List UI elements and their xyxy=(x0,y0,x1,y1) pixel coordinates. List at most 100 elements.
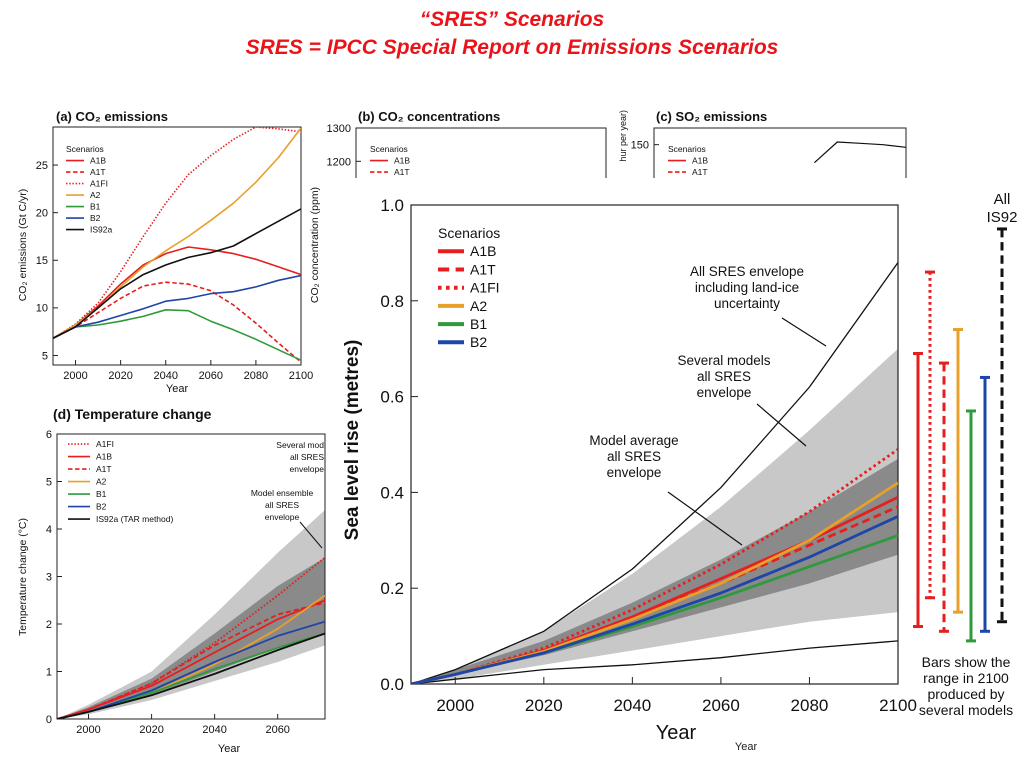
legend-label-b2: B2 xyxy=(470,334,487,350)
x-tick-label: 2080 xyxy=(791,696,829,715)
y-tick-label: 1200 xyxy=(327,156,351,168)
y-tick-label: 0.4 xyxy=(380,483,404,502)
series-line-a1t xyxy=(53,281,301,363)
y-tick-label: 0.2 xyxy=(380,579,404,598)
annotation-several-models: envelope xyxy=(289,464,324,474)
envelope-outer xyxy=(57,510,325,719)
slide-title: “SRES” Scenarios SRES = IPCC Special Rep… xyxy=(0,6,1024,62)
y-tick-label: 25 xyxy=(36,160,48,172)
panel-title: (c) SO₂ emissions xyxy=(656,109,767,124)
legend-label-a2: A2 xyxy=(470,298,487,314)
sea-level-panel-bg xyxy=(326,178,1024,768)
x-tick-label: 2000 xyxy=(76,724,100,736)
legend-label-a1b: A1B xyxy=(470,243,496,259)
legend-label-b2: B2 xyxy=(96,502,107,512)
legend-title: Scenarios xyxy=(370,144,408,154)
y-tick-label: 1300 xyxy=(327,123,351,135)
range-note: range in 2100 xyxy=(923,670,1009,686)
y-tick-label: 150 xyxy=(631,140,649,152)
annotation-all-sres: including land-ice xyxy=(695,280,799,295)
annotation-all-sres: uncertainty xyxy=(714,296,780,311)
y-tick-label: 5 xyxy=(42,350,48,362)
x-axis-label: Year xyxy=(656,722,697,744)
legend-label-b1: B1 xyxy=(90,202,101,212)
envelope-inner xyxy=(411,458,898,684)
y-axis-label: CO₂ emissions (Gt C/yr) xyxy=(17,189,29,302)
series-line-b1 xyxy=(53,309,301,361)
legend-label-a1fi: A1FI xyxy=(90,179,108,189)
annotation-model-average: envelope xyxy=(607,465,662,480)
range-note: several models xyxy=(919,702,1013,718)
legend-title: Scenarios xyxy=(438,225,500,241)
title-line-1: “SRES” Scenarios xyxy=(419,8,605,31)
y-tick-label: 4 xyxy=(46,524,52,536)
y-axis-label: Sea level rise (metres) xyxy=(342,340,363,541)
plot-frame xyxy=(653,127,907,178)
panel-title: (a) CO₂ emissions xyxy=(56,109,168,124)
plot-frame xyxy=(355,127,607,178)
legend-label-a1b: A1B xyxy=(692,156,708,166)
x-tick-label: 2000 xyxy=(436,696,474,715)
y-axis-label-fragment: hur per year) xyxy=(618,110,628,162)
x-tick-label: 2080 xyxy=(244,370,268,382)
annotation-several-models: all SRES xyxy=(290,452,324,462)
range-note: Bars show the xyxy=(922,654,1011,670)
legend-label-a1t: A1T xyxy=(90,167,106,177)
panel-sea-level-rise: 2000 2020 2040 2060 2080 2100 0.0 0.2 0.4 0.6 0.8 1… xyxy=(326,178,1024,768)
legend-label-is92a: IS92a (TAR method) xyxy=(96,514,173,524)
y-axis-label: CO₂ concentration (ppm) xyxy=(309,187,321,303)
legend-label-a1b: A1B xyxy=(96,452,112,462)
annotation-model-ensemble: all SRES xyxy=(265,500,299,510)
y-tick-label: 0.6 xyxy=(380,388,404,407)
x-tick-label: 2020 xyxy=(139,724,163,736)
annotation-several-models: Several models xyxy=(677,353,770,368)
annotation-arrow-model-average xyxy=(667,491,743,546)
panel-title: (d) Temperature change xyxy=(53,406,212,422)
panel-temperature-change: 2000 2020 2040 2060 0 1 2 3 4 5 6(d) Temperature c… xyxy=(17,406,326,755)
series-line-a1t xyxy=(411,505,898,684)
annotation-arrow xyxy=(299,521,323,549)
legend-label-a1t: A1T xyxy=(394,167,410,177)
x-tick-label: 2000 xyxy=(63,370,87,382)
legend-label-a1b: A1B xyxy=(90,156,106,166)
y-tick-label: 0.0 xyxy=(380,675,404,694)
legend-label-a2: A2 xyxy=(90,190,101,200)
legend-label-b1: B1 xyxy=(470,316,487,332)
y-tick-label: 6 xyxy=(46,429,52,441)
plot-frame xyxy=(410,204,899,685)
annotation-arrow-several-models xyxy=(756,403,807,447)
series-line-is92a xyxy=(53,208,301,340)
legend-title: Scenarios xyxy=(66,144,104,154)
title-line-2: SRES = IPCC Special Report on Emissions … xyxy=(245,36,779,59)
legend-label-is92a: IS92a xyxy=(90,225,112,235)
x-tick-label: 2040 xyxy=(153,370,177,382)
legend-label-a2: A2 xyxy=(96,477,107,487)
all-is92-label: IS92 xyxy=(987,209,1018,226)
legend-label-b2: B2 xyxy=(90,213,101,223)
series-line-is92a xyxy=(813,141,906,164)
y-tick-label: 15 xyxy=(36,255,48,267)
y-tick-label: 1.0 xyxy=(380,196,404,215)
legend-label-a1t: A1T xyxy=(470,261,496,277)
y-tick-label: 3 xyxy=(46,571,52,583)
plot-frame xyxy=(52,126,302,366)
annotation-several-models: all SRES xyxy=(697,369,751,384)
legend-label-a1fi: A1FI xyxy=(470,280,500,296)
all-is92-label: All xyxy=(994,191,1011,208)
x-axis-label: Year xyxy=(166,383,189,395)
annotation-several-models: envelope xyxy=(697,385,752,400)
legend-label-a1b: A1B xyxy=(394,156,410,166)
x-tick-label: 2100 xyxy=(879,696,917,715)
x-tick-label: 2040 xyxy=(613,696,651,715)
x-tick-label: 2060 xyxy=(199,370,223,382)
series-line-a1t xyxy=(57,601,325,719)
panel-co2-concentrations: 1200 1300 (b) CO₂ concentrations CO₂ concen… xyxy=(309,109,607,303)
y-tick-label: 0.8 xyxy=(380,292,404,311)
y-tick-label: 5 xyxy=(46,476,52,488)
legend-title: Scenarios xyxy=(668,144,706,154)
y-tick-label: 0 xyxy=(46,714,52,726)
x-tick-label: 2040 xyxy=(202,724,226,736)
x-tick-label: 2020 xyxy=(525,696,563,715)
